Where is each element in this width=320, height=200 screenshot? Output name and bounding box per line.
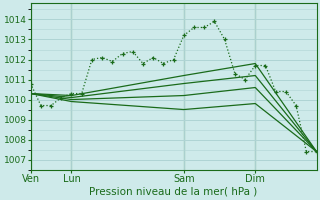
X-axis label: Pression niveau de la mer( hPa ): Pression niveau de la mer( hPa ): [90, 187, 258, 197]
